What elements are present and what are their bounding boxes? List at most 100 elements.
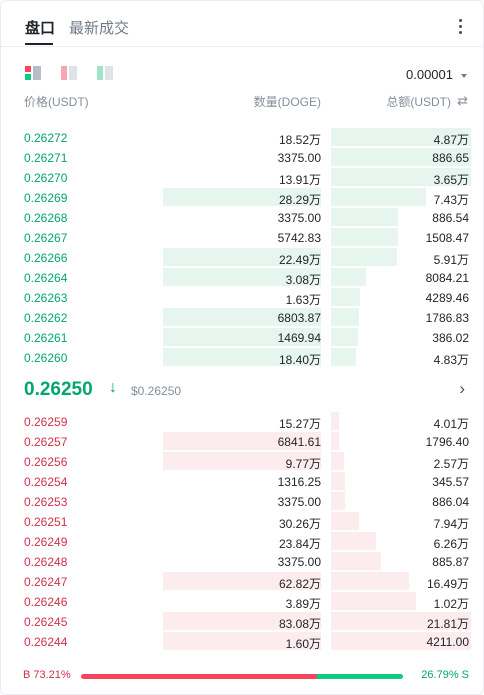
total-depth-bar [331,452,344,470]
row-price: 0.26249 [24,535,68,549]
row-qty: 1.60万 [285,637,321,651]
ask-row[interactable]: 0.26253 3375.00 886.04 [1,491,483,511]
chevron-right-icon[interactable]: › [459,379,465,398]
row-qty: 1469.94 [277,331,321,345]
row-price: 0.26251 [24,515,68,529]
total-depth-bar [331,612,471,630]
total-depth-bar [331,128,471,146]
ask-row[interactable]: 0.26251 30.26万 7.94万 [1,511,483,531]
bid-row[interactable]: 0.26262 6803.87 1786.83 [1,307,483,327]
ask-row[interactable]: 0.26248 3375.00 885.87 [1,551,483,571]
total-depth-bar [331,348,356,366]
total-depth-bar [331,248,397,266]
precision-select[interactable]: 0.00001 [406,67,467,82]
total-depth-bar [331,208,398,226]
row-qty: 15.27万 [278,417,321,431]
row-price: 0.26269 [24,191,68,205]
row-qty: 1.63万 [285,293,321,307]
tab-recent-trades[interactable]: 最新成交 [69,17,129,38]
row-qty: 3375.00 [277,211,321,225]
quantity-depth-bar [163,432,321,450]
row-price: 0.26272 [24,131,68,145]
row-total: 4211.00 [426,635,470,649]
header-quantity: 数量(DOGE) [253,95,321,109]
bid-row[interactable]: 0.26270 13.91万 3.65万 [1,167,483,187]
row-price: 0.26259 [24,415,68,429]
row-qty: 3375.00 [277,151,321,165]
bid-row[interactable]: 0.26268 3375.00 886.54 [1,207,483,227]
buy-side-view-icon[interactable] [97,66,115,80]
sell-ratio-label: 26.79% S [421,669,469,681]
ask-row[interactable]: 0.26257 6841.61 1796.40 [1,431,483,451]
ask-row[interactable]: 0.26259 15.27万 4.01万 [1,411,483,431]
bid-row[interactable]: 0.26272 18.52万 4.87万 [1,127,483,147]
ask-row[interactable]: 0.26254 1316.25 345.57 [1,471,483,491]
row-price: 0.26263 [24,291,68,305]
total-depth-bar [331,512,359,530]
row-total: 3.65万 [433,173,469,187]
ask-row[interactable]: 0.26249 23.84万 6.26万 [1,531,483,551]
bid-row[interactable]: 0.26261 1469.94 386.02 [1,327,483,347]
row-qty: 9.77万 [285,457,321,471]
row-total: 1.02万 [433,597,469,611]
row-total: 886.54 [432,211,469,225]
quantity-depth-bar [163,308,321,326]
row-price: 0.26246 [24,595,68,609]
row-total: 4.83万 [433,353,469,367]
sell-side-view-icon[interactable] [61,66,79,80]
row-qty: 5742.83 [277,231,321,245]
last-price-row[interactable]: 0.26250 ↓ $0.26250 › [1,375,483,405]
tab-order-book[interactable]: 盘口 [25,17,56,45]
total-depth-bar [331,432,339,450]
row-total: 4.01万 [433,417,469,431]
bid-row[interactable]: 0.26263 1.63万 4289.46 [1,287,483,307]
swap-icon[interactable]: ⇄ [457,93,468,108]
quantity-depth-bar [163,328,321,346]
row-price: 0.26264 [24,271,68,285]
row-qty: 13.91万 [278,173,321,187]
column-headers: 价格(USDT) 数量(DOGE) 总额(USDT) ⇄ [1,93,483,111]
bid-row[interactable]: 0.26260 18.40万 4.83万 [1,347,483,367]
total-depth-bar [331,412,339,430]
total-depth-bar [331,228,398,246]
quantity-depth-bar [163,188,321,206]
row-total: 886.65 [432,151,469,165]
row-total: 345.57 [432,475,469,489]
ask-row[interactable]: 0.26245 83.08万 21.81万 [1,611,483,631]
row-qty: 18.40万 [278,353,321,367]
both-sides-view-icon[interactable] [25,66,43,80]
bid-row[interactable]: 0.26271 3375.00 886.65 [1,147,483,167]
total-depth-bar [331,632,471,650]
chevron-down-icon [461,73,467,78]
bid-row[interactable]: 0.26264 3.08万 8084.21 [1,267,483,287]
tab-order-book-label: 盘口 [25,20,56,37]
last-price: 0.26250 [24,379,93,400]
quantity-depth-bar [163,572,321,590]
ask-row[interactable]: 0.26247 62.82万 16.49万 [1,571,483,591]
buy-sell-ratio: B 73.21% 26.79% S [1,669,483,685]
total-depth-bar [331,268,366,286]
quantity-depth-bar [163,632,321,650]
row-qty: 6841.61 [277,435,321,449]
bid-row[interactable]: 0.26266 22.49万 5.91万 [1,247,483,267]
total-depth-bar [331,288,360,306]
row-total: 1796.40 [425,435,469,449]
row-total: 886.04 [432,495,469,509]
total-depth-bar [331,592,416,610]
ask-row[interactable]: 0.26244 1.60万 4211.00 [1,631,483,651]
arrow-down-icon: ↓ [109,379,117,396]
total-depth-bar [331,188,426,206]
ask-row[interactable]: 0.26256 9.77万 2.57万 [1,451,483,471]
ask-row[interactable]: 0.26246 3.89万 1.02万 [1,591,483,611]
tab-recent-trades-label: 最新成交 [69,20,130,37]
tab-bar: 盘口 最新成交 [1,1,483,47]
bid-row[interactable]: 0.26267 5742.83 1508.47 [1,227,483,247]
ratio-bar-buy [81,674,317,679]
more-options-icon[interactable] [457,19,463,37]
toolbar: 0.00001 [1,61,483,85]
bid-rows: 0.26272 18.52万 4.87万 0.26271 3375.00 886.65 0.… [1,127,483,367]
row-qty: 62.82万 [278,577,321,591]
bid-row[interactable]: 0.26269 28.29万 7.43万 [1,187,483,207]
row-total: 8084.21 [425,271,469,285]
quantity-depth-bar [163,348,321,366]
